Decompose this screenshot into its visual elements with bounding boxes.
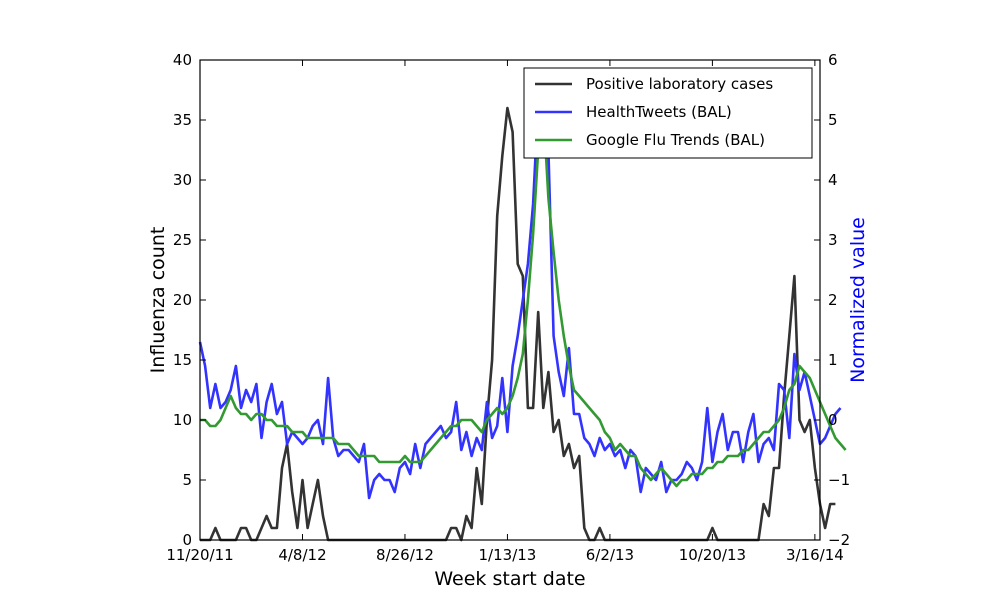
y-tick-label: 10 (173, 411, 192, 429)
x-axis-title: Week start date (434, 568, 585, 590)
x-tick-label: 8/26/12 (376, 546, 434, 564)
x-tick-label: 6/2/13 (586, 546, 634, 564)
y2-tick-label: 2 (828, 291, 838, 309)
x-tick-label: 1/13/13 (479, 546, 537, 564)
y-tick-label: 35 (173, 111, 192, 129)
x-tick-label: 10/20/13 (679, 546, 746, 564)
y-tick-label: 15 (173, 351, 192, 369)
y2-tick-label: 6 (828, 51, 838, 69)
y-axis-title: Influenza count (147, 227, 169, 374)
y2-tick-label: 5 (828, 111, 838, 129)
x-tick-label: 3/16/14 (786, 546, 844, 564)
legend-label-0: Positive laboratory cases (586, 75, 773, 93)
y2-axis-title: Normalized value (847, 217, 869, 383)
ticks-layer: 0 5 10 15 20 25 30 35 40 −2 −1 0 1 2 3 4 5 6 11/20/11 4/8/1… (166, 51, 850, 564)
legend-label-2: Google Flu Trends (BAL) (586, 131, 765, 149)
y-tick-label: 30 (173, 171, 192, 189)
series-line-1 (198, 100, 842, 500)
y2-tick-label: −1 (828, 471, 850, 489)
y-tick-label: 40 (173, 51, 192, 69)
y2-tick-label: 0 (828, 411, 838, 429)
series-line-2 (200, 106, 847, 488)
y2-tick-label: 1 (828, 351, 838, 369)
y-tick-label: 5 (182, 471, 192, 489)
y-tick-label: 25 (173, 231, 192, 249)
y-tick-label: 0 (182, 531, 192, 549)
x-tick-label: 11/20/11 (166, 546, 233, 564)
y-tick-label: 20 (173, 291, 192, 309)
legend-label-1: HealthTweets (BAL) (586, 103, 732, 121)
y2-tick-label: −2 (828, 531, 850, 549)
y2-tick-label: 4 (828, 171, 838, 189)
y2-tick-label: 3 (828, 231, 838, 249)
legend: Positive laboratory cases HealthTweets (B… (523, 67, 813, 159)
x-tick-label: 4/8/12 (278, 546, 326, 564)
